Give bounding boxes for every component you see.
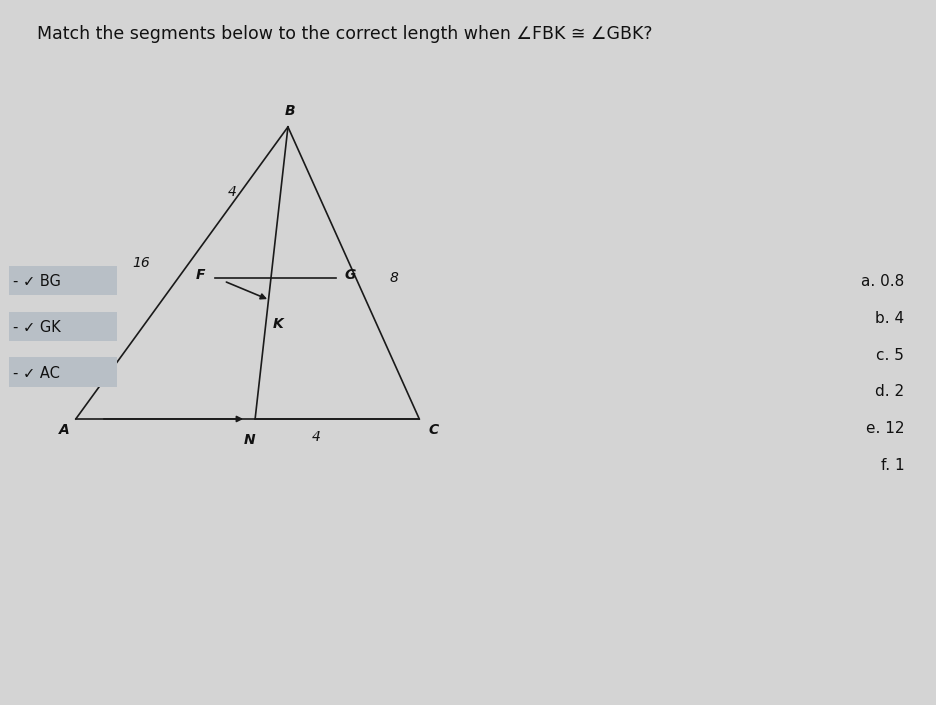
Text: - ✓ AC: - ✓ AC	[13, 366, 60, 381]
Text: N: N	[243, 433, 255, 447]
Text: b. 4: b. 4	[874, 311, 903, 326]
Text: c. 5: c. 5	[875, 348, 903, 363]
Text: A: A	[59, 423, 70, 437]
Text: 16: 16	[132, 256, 150, 270]
Text: 4: 4	[227, 185, 237, 200]
Text: e. 12: e. 12	[865, 421, 903, 436]
Text: a. 0.8: a. 0.8	[860, 274, 903, 290]
Text: - ✓ GK: - ✓ GK	[13, 320, 61, 336]
Text: G: G	[344, 269, 356, 283]
Text: d. 2: d. 2	[874, 384, 903, 400]
Text: 8: 8	[389, 271, 398, 285]
Text: C: C	[428, 423, 438, 437]
Text: Match the segments below to the correct length when ∠FBK ≅ ∠GBK?: Match the segments below to the correct …	[37, 25, 652, 43]
Text: B: B	[285, 104, 296, 118]
Text: 4: 4	[311, 429, 320, 443]
Text: K: K	[272, 317, 283, 331]
Text: f. 1: f. 1	[880, 458, 903, 473]
Text: F: F	[196, 269, 205, 283]
Text: - ✓ BG: - ✓ BG	[13, 274, 61, 290]
